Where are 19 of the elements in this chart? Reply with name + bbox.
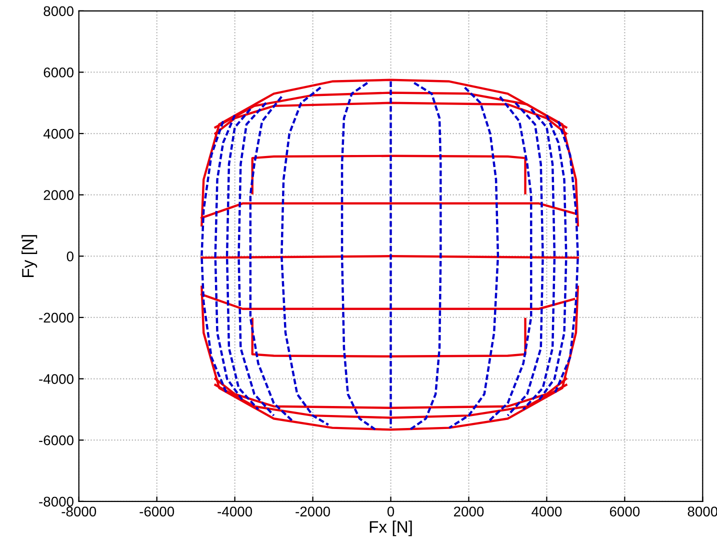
y-tick-label: 8000 (44, 6, 74, 16)
y-tick-label: 0 (66, 251, 74, 262)
x-tick-label: 2000 (454, 506, 484, 516)
x-tick-label: 6000 (610, 506, 640, 516)
y-tick-label: -8000 (39, 496, 74, 507)
y-axis-title: Fy [N] (22, 235, 38, 278)
y-tick-label: 6000 (44, 68, 74, 78)
x-tick-label: 0 (387, 506, 394, 516)
x-tick-label: 4000 (532, 506, 562, 516)
x-tick-label: -6000 (140, 506, 174, 516)
x-tick-label: -8000 (62, 506, 96, 516)
y-tick-label: -2000 (39, 312, 74, 323)
y-tick-label: 2000 (44, 190, 74, 200)
y-tick-label: 4000 (43, 128, 74, 139)
x-tick-label: -4000 (218, 506, 252, 516)
y-tick-label: -6000 (39, 435, 74, 446)
x-axis-title: Fx [N] (370, 520, 412, 536)
x-tick-label: -2000 (296, 506, 330, 516)
y-tick-label: -4000 (39, 374, 74, 384)
